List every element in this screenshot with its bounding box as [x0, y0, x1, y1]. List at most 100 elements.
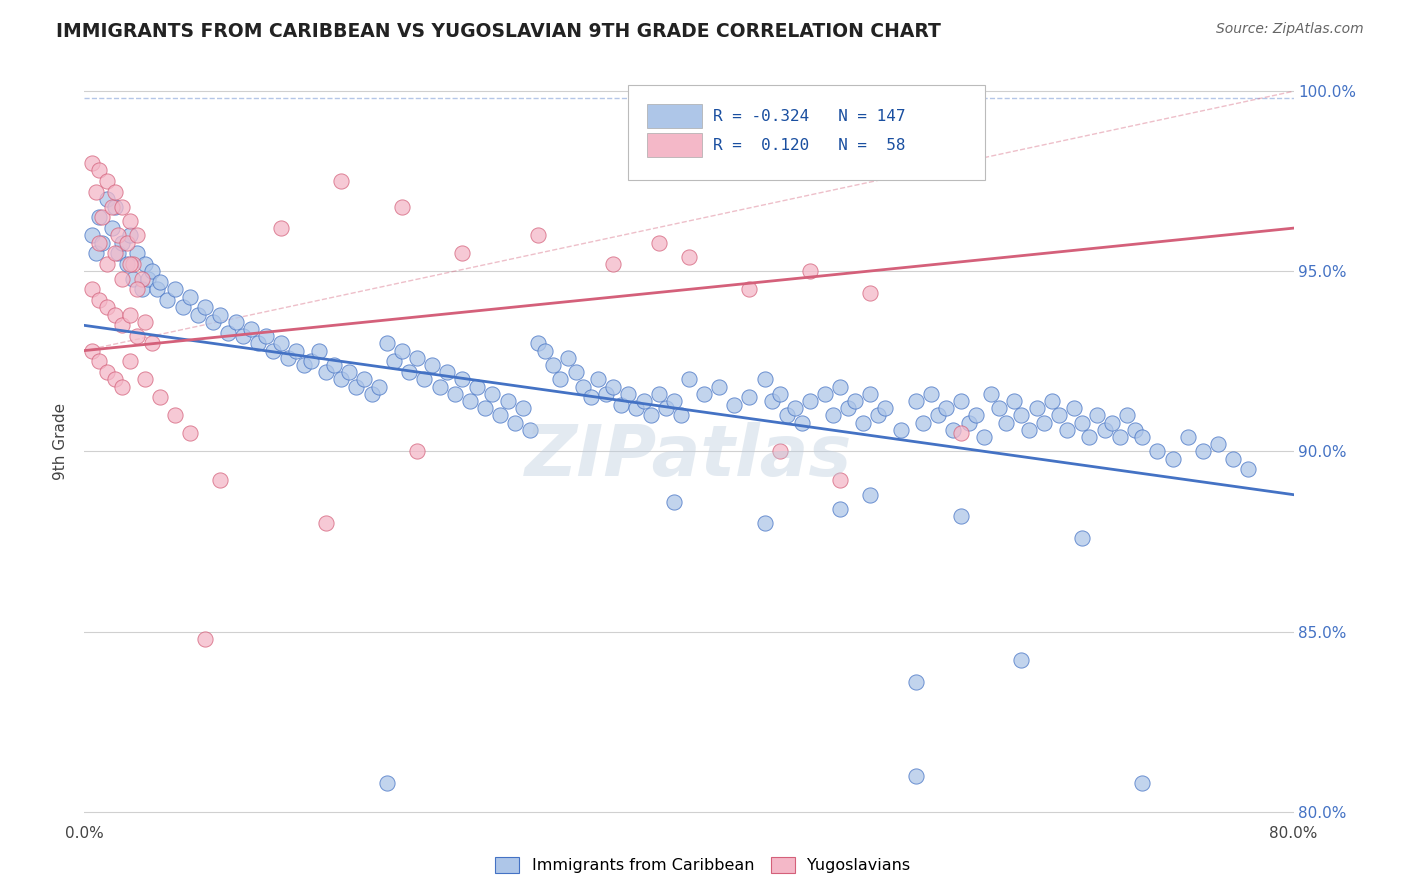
Point: [131, 271, 153, 285]
Point: [86, 246, 108, 260]
Point: [709, 379, 731, 393]
Point: [86, 185, 108, 199]
Point: [375, 336, 398, 351]
Point: [814, 386, 837, 401]
Point: [671, 409, 693, 423]
Point: [111, 379, 134, 393]
Point: [920, 386, 942, 401]
Point: [852, 416, 875, 430]
Point: [799, 394, 821, 409]
Point: [172, 301, 194, 315]
Point: [474, 401, 496, 416]
Point: [141, 264, 163, 278]
Point: [406, 351, 429, 365]
Point: [904, 769, 927, 783]
Point: [149, 275, 172, 289]
Point: [330, 372, 353, 386]
Point: [299, 354, 322, 368]
Point: [799, 264, 821, 278]
Point: [254, 329, 277, 343]
Point: [678, 250, 700, 264]
Point: [821, 409, 844, 423]
Point: [1108, 430, 1130, 444]
Point: [761, 394, 783, 409]
Point: [91, 211, 114, 225]
Point: [904, 394, 927, 409]
Point: [1222, 451, 1244, 466]
Point: [595, 386, 617, 401]
Point: [1101, 416, 1123, 430]
Point: [104, 308, 127, 322]
Point: [270, 336, 292, 351]
Point: [127, 329, 149, 343]
Point: [115, 235, 138, 250]
Point: [420, 358, 443, 372]
Point: [980, 386, 1002, 401]
Point: [1002, 394, 1025, 409]
Point: [100, 200, 122, 214]
Text: IMMIGRANTS FROM CARIBBEAN VS YUGOSLAVIAN 9TH GRADE CORRELATION CHART: IMMIGRANTS FROM CARIBBEAN VS YUGOSLAVIAN…: [56, 22, 941, 41]
Point: [217, 326, 239, 340]
Point: [859, 488, 882, 502]
Point: [904, 675, 927, 690]
Point: [165, 409, 187, 423]
Point: [194, 301, 217, 315]
Point: [1116, 409, 1139, 423]
Point: [96, 301, 118, 315]
Point: [1177, 430, 1199, 444]
Point: [769, 386, 792, 401]
Point: [738, 282, 761, 296]
Point: [776, 409, 799, 423]
Text: ZIPatlas: ZIPatlas: [526, 422, 852, 491]
Point: [738, 391, 761, 405]
Point: [655, 401, 678, 416]
Point: [467, 379, 489, 393]
Point: [754, 372, 776, 386]
Point: [201, 315, 224, 329]
Point: [662, 394, 685, 409]
Point: [572, 379, 595, 393]
Point: [187, 308, 209, 322]
Point: [398, 365, 420, 379]
Point: [602, 379, 624, 393]
Point: [118, 214, 141, 228]
Point: [875, 401, 897, 416]
Point: [136, 271, 159, 285]
Point: [648, 386, 671, 401]
Point: [104, 200, 127, 214]
Point: [458, 394, 481, 409]
Point: [496, 394, 519, 409]
Point: [503, 416, 526, 430]
Point: [830, 502, 852, 516]
Point: [134, 257, 156, 271]
Point: [80, 282, 103, 296]
Point: [866, 409, 889, 423]
Point: [134, 372, 156, 386]
Point: [391, 343, 413, 358]
Point: [1033, 416, 1056, 430]
Point: [353, 372, 375, 386]
Point: [368, 379, 391, 393]
Point: [127, 246, 149, 260]
Point: [225, 315, 247, 329]
Legend: Immigrants from Caribbean, Yugoslavians: Immigrants from Caribbean, Yugoslavians: [489, 850, 917, 880]
Point: [769, 444, 792, 458]
Point: [322, 358, 344, 372]
Point: [80, 228, 103, 243]
Point: [118, 257, 141, 271]
Point: [451, 372, 474, 386]
Point: [588, 372, 610, 386]
Point: [96, 192, 118, 206]
Point: [1040, 394, 1063, 409]
Point: [1130, 430, 1153, 444]
Point: [179, 426, 201, 441]
Point: [451, 246, 474, 260]
Point: [360, 386, 382, 401]
Point: [792, 416, 814, 430]
Point: [950, 509, 973, 524]
FancyBboxPatch shape: [647, 104, 702, 128]
Point: [121, 257, 143, 271]
Point: [80, 156, 103, 170]
Point: [723, 398, 745, 412]
Point: [96, 174, 118, 188]
